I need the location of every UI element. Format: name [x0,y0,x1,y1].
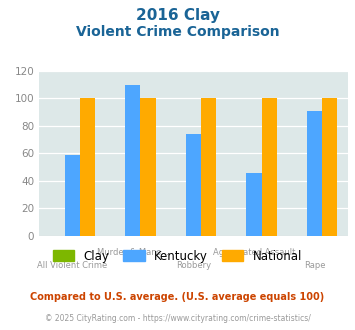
Text: Aggravated Assault: Aggravated Assault [213,248,295,257]
Text: Compared to U.S. average. (U.S. average equals 100): Compared to U.S. average. (U.S. average … [31,292,324,302]
Text: Violent Crime Comparison: Violent Crime Comparison [76,25,279,39]
Text: © 2025 CityRating.com - https://www.cityrating.com/crime-statistics/: © 2025 CityRating.com - https://www.city… [45,314,310,323]
Text: Murder & Mans...: Murder & Mans... [97,248,169,257]
Bar [262,98,277,236]
Bar [307,111,322,236]
Bar [186,134,201,236]
Bar [201,98,216,236]
Bar [322,98,337,236]
Text: Rape: Rape [304,261,325,270]
Text: Robbery: Robbery [176,261,211,270]
Bar [141,98,155,236]
Bar [125,85,141,236]
Bar [80,98,95,236]
Legend: Clay, Kentucky, National: Clay, Kentucky, National [49,246,306,266]
Text: All Violent Crime: All Violent Crime [37,261,108,270]
Text: 2016 Clay: 2016 Clay [136,8,219,23]
Bar [246,173,262,236]
Bar [65,155,80,236]
